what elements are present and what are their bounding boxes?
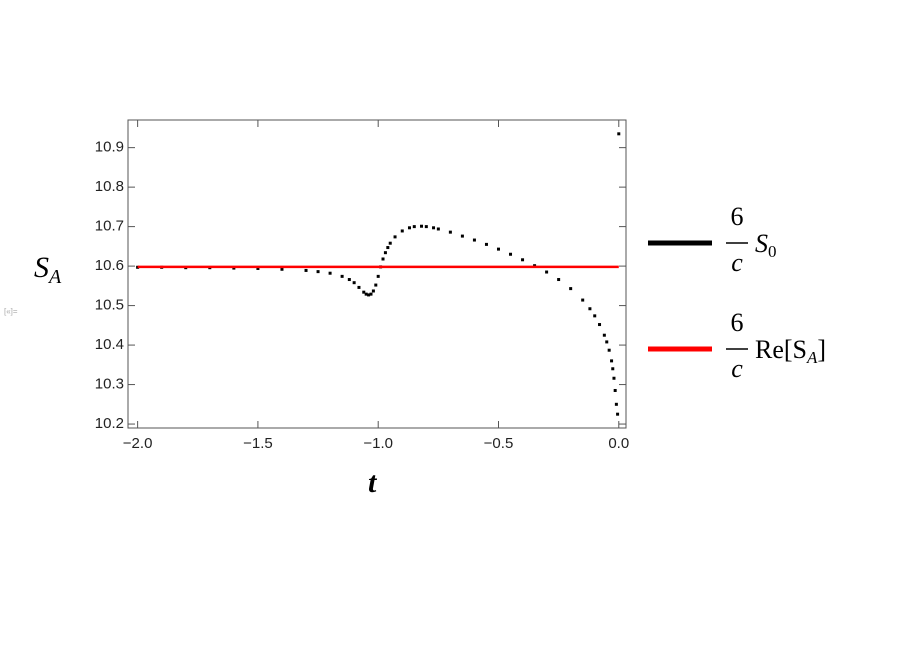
legend-text: S <box>755 229 768 258</box>
data-point <box>386 246 390 250</box>
x-tick-label: −2.0 <box>123 435 153 452</box>
data-point <box>610 359 614 363</box>
data-point <box>612 376 616 380</box>
y-axis-label: SA <box>34 251 62 288</box>
data-point <box>388 241 392 245</box>
data-point <box>484 242 488 246</box>
data-point <box>617 132 621 136</box>
data-point <box>280 267 284 271</box>
data-point <box>598 323 602 327</box>
data-point <box>472 238 476 242</box>
data-point <box>407 226 411 230</box>
x-axis-label: t <box>368 466 378 499</box>
data-point <box>362 290 366 294</box>
data-point <box>569 287 573 291</box>
data-point <box>521 258 525 262</box>
data-point <box>557 278 561 282</box>
legend-denominator: c <box>731 248 743 277</box>
data-point <box>340 274 344 278</box>
y-tick-label: 10.6 <box>95 257 124 274</box>
data-point <box>448 230 452 234</box>
data-point <box>613 388 617 392</box>
y-tick-label: 10.7 <box>95 218 124 235</box>
data-point <box>357 285 361 289</box>
data-point <box>383 251 387 255</box>
x-tick-label: −1.5 <box>243 435 273 452</box>
data-point <box>607 348 611 352</box>
data-point <box>376 274 380 278</box>
legend-label: Re[SA] <box>755 335 826 367</box>
data-point <box>420 224 424 228</box>
legend-suffix: ] <box>817 335 826 364</box>
plot-frame <box>127 119 627 429</box>
data-point <box>316 270 320 274</box>
data-point <box>593 314 597 318</box>
legend-subscript: A <box>806 348 818 367</box>
data-point <box>371 289 375 293</box>
data-point <box>400 229 404 233</box>
data-point <box>369 292 373 296</box>
data-point <box>364 292 368 296</box>
data-point <box>460 234 464 238</box>
data-point <box>393 235 397 239</box>
data-point <box>545 270 549 274</box>
data-point <box>611 367 615 371</box>
y-tick-label: 10.5 <box>95 297 124 314</box>
data-point <box>509 252 513 256</box>
legend-numerator: 6 <box>731 308 744 337</box>
legend-numerator: 6 <box>731 202 744 231</box>
x-tick-label: −1.0 <box>363 435 393 452</box>
data-point <box>352 281 356 285</box>
data-point <box>614 402 618 406</box>
data-point <box>588 307 592 311</box>
y-tick-label: 10.3 <box>95 376 124 393</box>
data-point <box>304 268 308 272</box>
data-point <box>256 266 260 270</box>
y-label-text: S <box>34 251 49 284</box>
out-label: [«]= <box>4 307 18 316</box>
legend-denominator: c <box>731 354 743 383</box>
y-tick-label: 10.8 <box>95 178 124 195</box>
data-point <box>381 257 385 261</box>
legend-subscript: 0 <box>768 242 777 261</box>
data-point <box>424 225 428 229</box>
y-label-sub: A <box>47 266 62 288</box>
x-tick-label: 0.0 <box>608 435 629 452</box>
data-point <box>602 333 606 337</box>
data-point <box>374 283 378 287</box>
data-point <box>432 226 436 230</box>
data-point <box>436 227 440 231</box>
data-point <box>616 412 620 416</box>
x-tick-label: −0.5 <box>484 435 514 452</box>
data-point <box>412 225 416 229</box>
data-point <box>605 340 609 344</box>
legend-text: Re[S <box>755 335 807 364</box>
y-tick-label: 10.4 <box>95 336 124 353</box>
data-point <box>328 271 332 275</box>
data-point <box>347 278 351 282</box>
y-tick-label: 10.9 <box>95 139 124 156</box>
data-point <box>367 293 371 297</box>
data-point <box>581 298 585 302</box>
legend-label: S0 <box>755 229 777 261</box>
y-tick-label: 10.2 <box>95 415 124 432</box>
data-point <box>496 247 500 251</box>
